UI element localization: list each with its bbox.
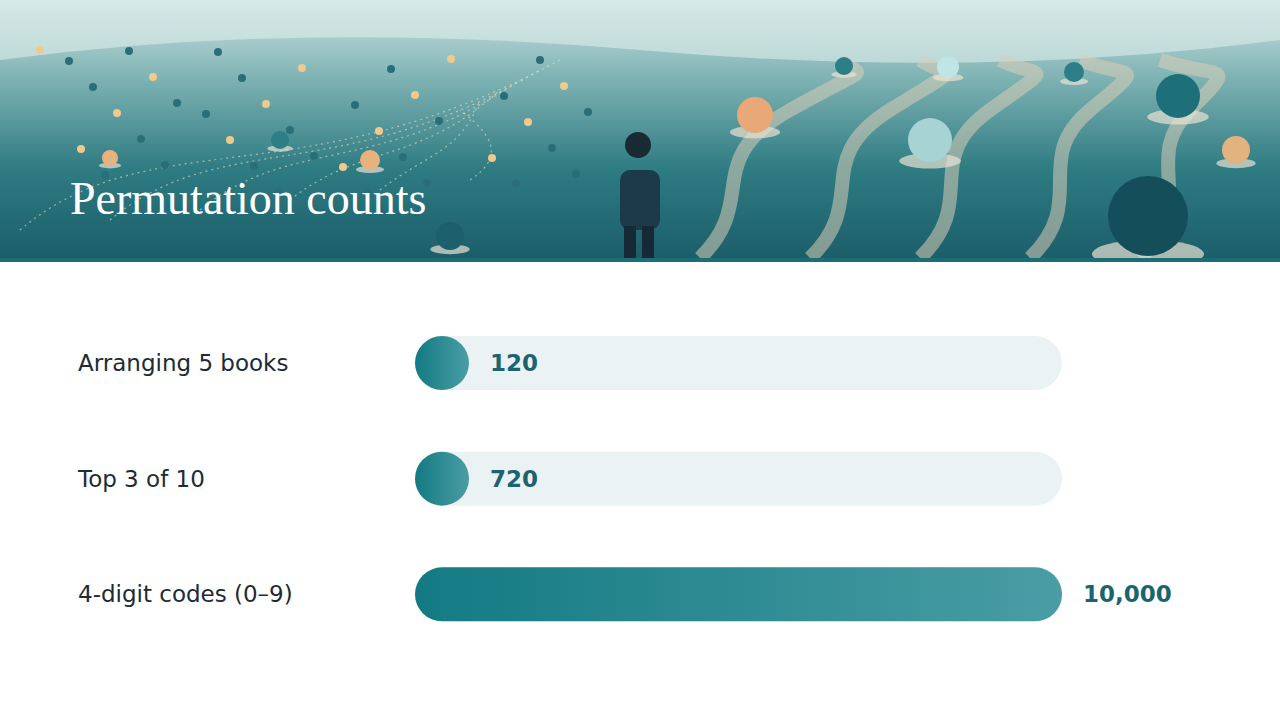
svg-text:10,000: 10,000 <box>1083 581 1172 607</box>
svg-text:Top 3 of 10: Top 3 of 10 <box>77 466 205 492</box>
html-text:Permutation counts: Permutation counts <box>70 173 427 224</box>
svg-text:4-digit codes (0–9): 4-digit codes (0–9) <box>78 581 293 607</box>
svg-text:Arranging 5 books: Arranging 5 books <box>78 350 288 376</box>
svg-text:720: 720 <box>490 466 538 492</box>
svg-text:120: 120 <box>490 350 538 376</box>
